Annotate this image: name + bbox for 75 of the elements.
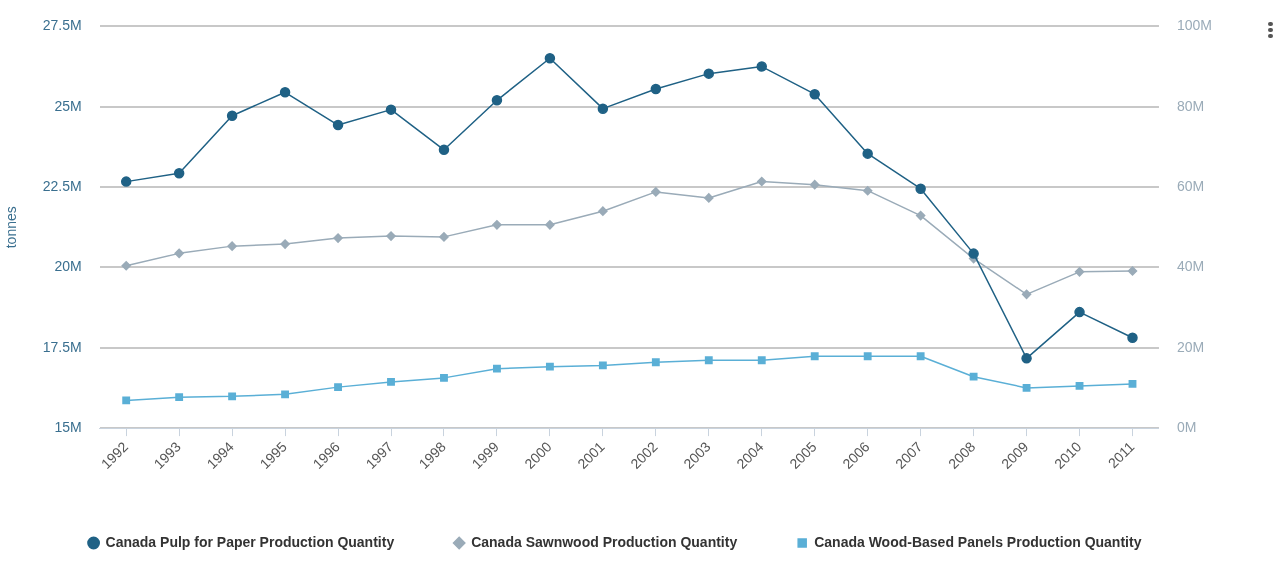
point bbox=[386, 231, 396, 241]
point bbox=[493, 364, 501, 373]
point bbox=[651, 358, 660, 367]
point bbox=[333, 233, 343, 243]
y2-tick-label: 80M bbox=[1176, 97, 1205, 114]
y-axis-title: tonnes bbox=[3, 206, 20, 249]
point bbox=[175, 393, 184, 402]
legend-label: Canada Wood-Based Panels Production Quantity bbox=[814, 533, 1142, 550]
point bbox=[1127, 332, 1138, 344]
y-tick-label: 17.5M bbox=[42, 338, 82, 355]
point bbox=[757, 176, 767, 187]
legend-label: Canada Pulp for Paper Production Quantity bbox=[105, 533, 395, 550]
point bbox=[597, 103, 609, 114]
point bbox=[1127, 266, 1138, 276]
point bbox=[915, 183, 926, 194]
point bbox=[120, 176, 132, 187]
point bbox=[387, 377, 395, 386]
point bbox=[492, 220, 502, 230]
point bbox=[226, 110, 238, 121]
point bbox=[173, 168, 185, 179]
point bbox=[915, 210, 926, 221]
y2-tick-label: 60M bbox=[1176, 177, 1205, 194]
point bbox=[703, 68, 715, 79]
point bbox=[438, 144, 450, 156]
point bbox=[1128, 379, 1137, 388]
point bbox=[1022, 384, 1031, 392]
point bbox=[334, 383, 342, 392]
point bbox=[810, 352, 819, 361]
point bbox=[491, 95, 503, 106]
y2-tick-label: 100M bbox=[1176, 17, 1213, 34]
point bbox=[385, 104, 397, 115]
point bbox=[545, 220, 555, 230]
legend-label: Canada Sawnwood Production Quantity bbox=[471, 533, 738, 550]
point bbox=[122, 396, 131, 405]
y2-tick-label: 20M bbox=[1176, 338, 1205, 355]
y-tick-label: 15M bbox=[54, 418, 82, 435]
point bbox=[968, 248, 979, 259]
point bbox=[121, 261, 131, 271]
point bbox=[440, 373, 448, 382]
point bbox=[1074, 267, 1085, 277]
y-tick-label: 22.5M bbox=[42, 177, 82, 194]
point bbox=[916, 352, 925, 361]
point bbox=[1021, 289, 1032, 300]
y2-tick-label: 40M bbox=[1176, 258, 1205, 275]
point bbox=[174, 248, 184, 259]
point bbox=[281, 390, 290, 399]
point bbox=[332, 119, 344, 131]
y2-tick-label: 0M bbox=[1176, 418, 1197, 435]
point bbox=[650, 83, 662, 95]
point bbox=[969, 372, 978, 381]
y-tick-label: 27.5M bbox=[42, 17, 82, 34]
point bbox=[862, 185, 873, 196]
point bbox=[863, 352, 872, 361]
point bbox=[809, 88, 820, 100]
point bbox=[1075, 381, 1084, 390]
y-tick-label: 25M bbox=[54, 97, 82, 114]
point bbox=[757, 356, 766, 365]
point bbox=[279, 87, 291, 98]
point bbox=[280, 239, 290, 249]
point bbox=[598, 206, 608, 216]
point bbox=[1021, 353, 1032, 364]
point bbox=[704, 193, 714, 203]
point bbox=[439, 232, 449, 242]
point bbox=[227, 241, 237, 251]
point bbox=[228, 392, 237, 401]
point bbox=[1074, 306, 1085, 318]
point bbox=[809, 179, 820, 190]
point bbox=[545, 362, 554, 371]
point bbox=[651, 187, 661, 197]
point bbox=[598, 361, 607, 370]
point bbox=[756, 61, 767, 72]
point bbox=[704, 356, 713, 365]
point bbox=[862, 148, 873, 159]
point bbox=[544, 52, 556, 64]
y-tick-label: 20M bbox=[54, 258, 82, 275]
